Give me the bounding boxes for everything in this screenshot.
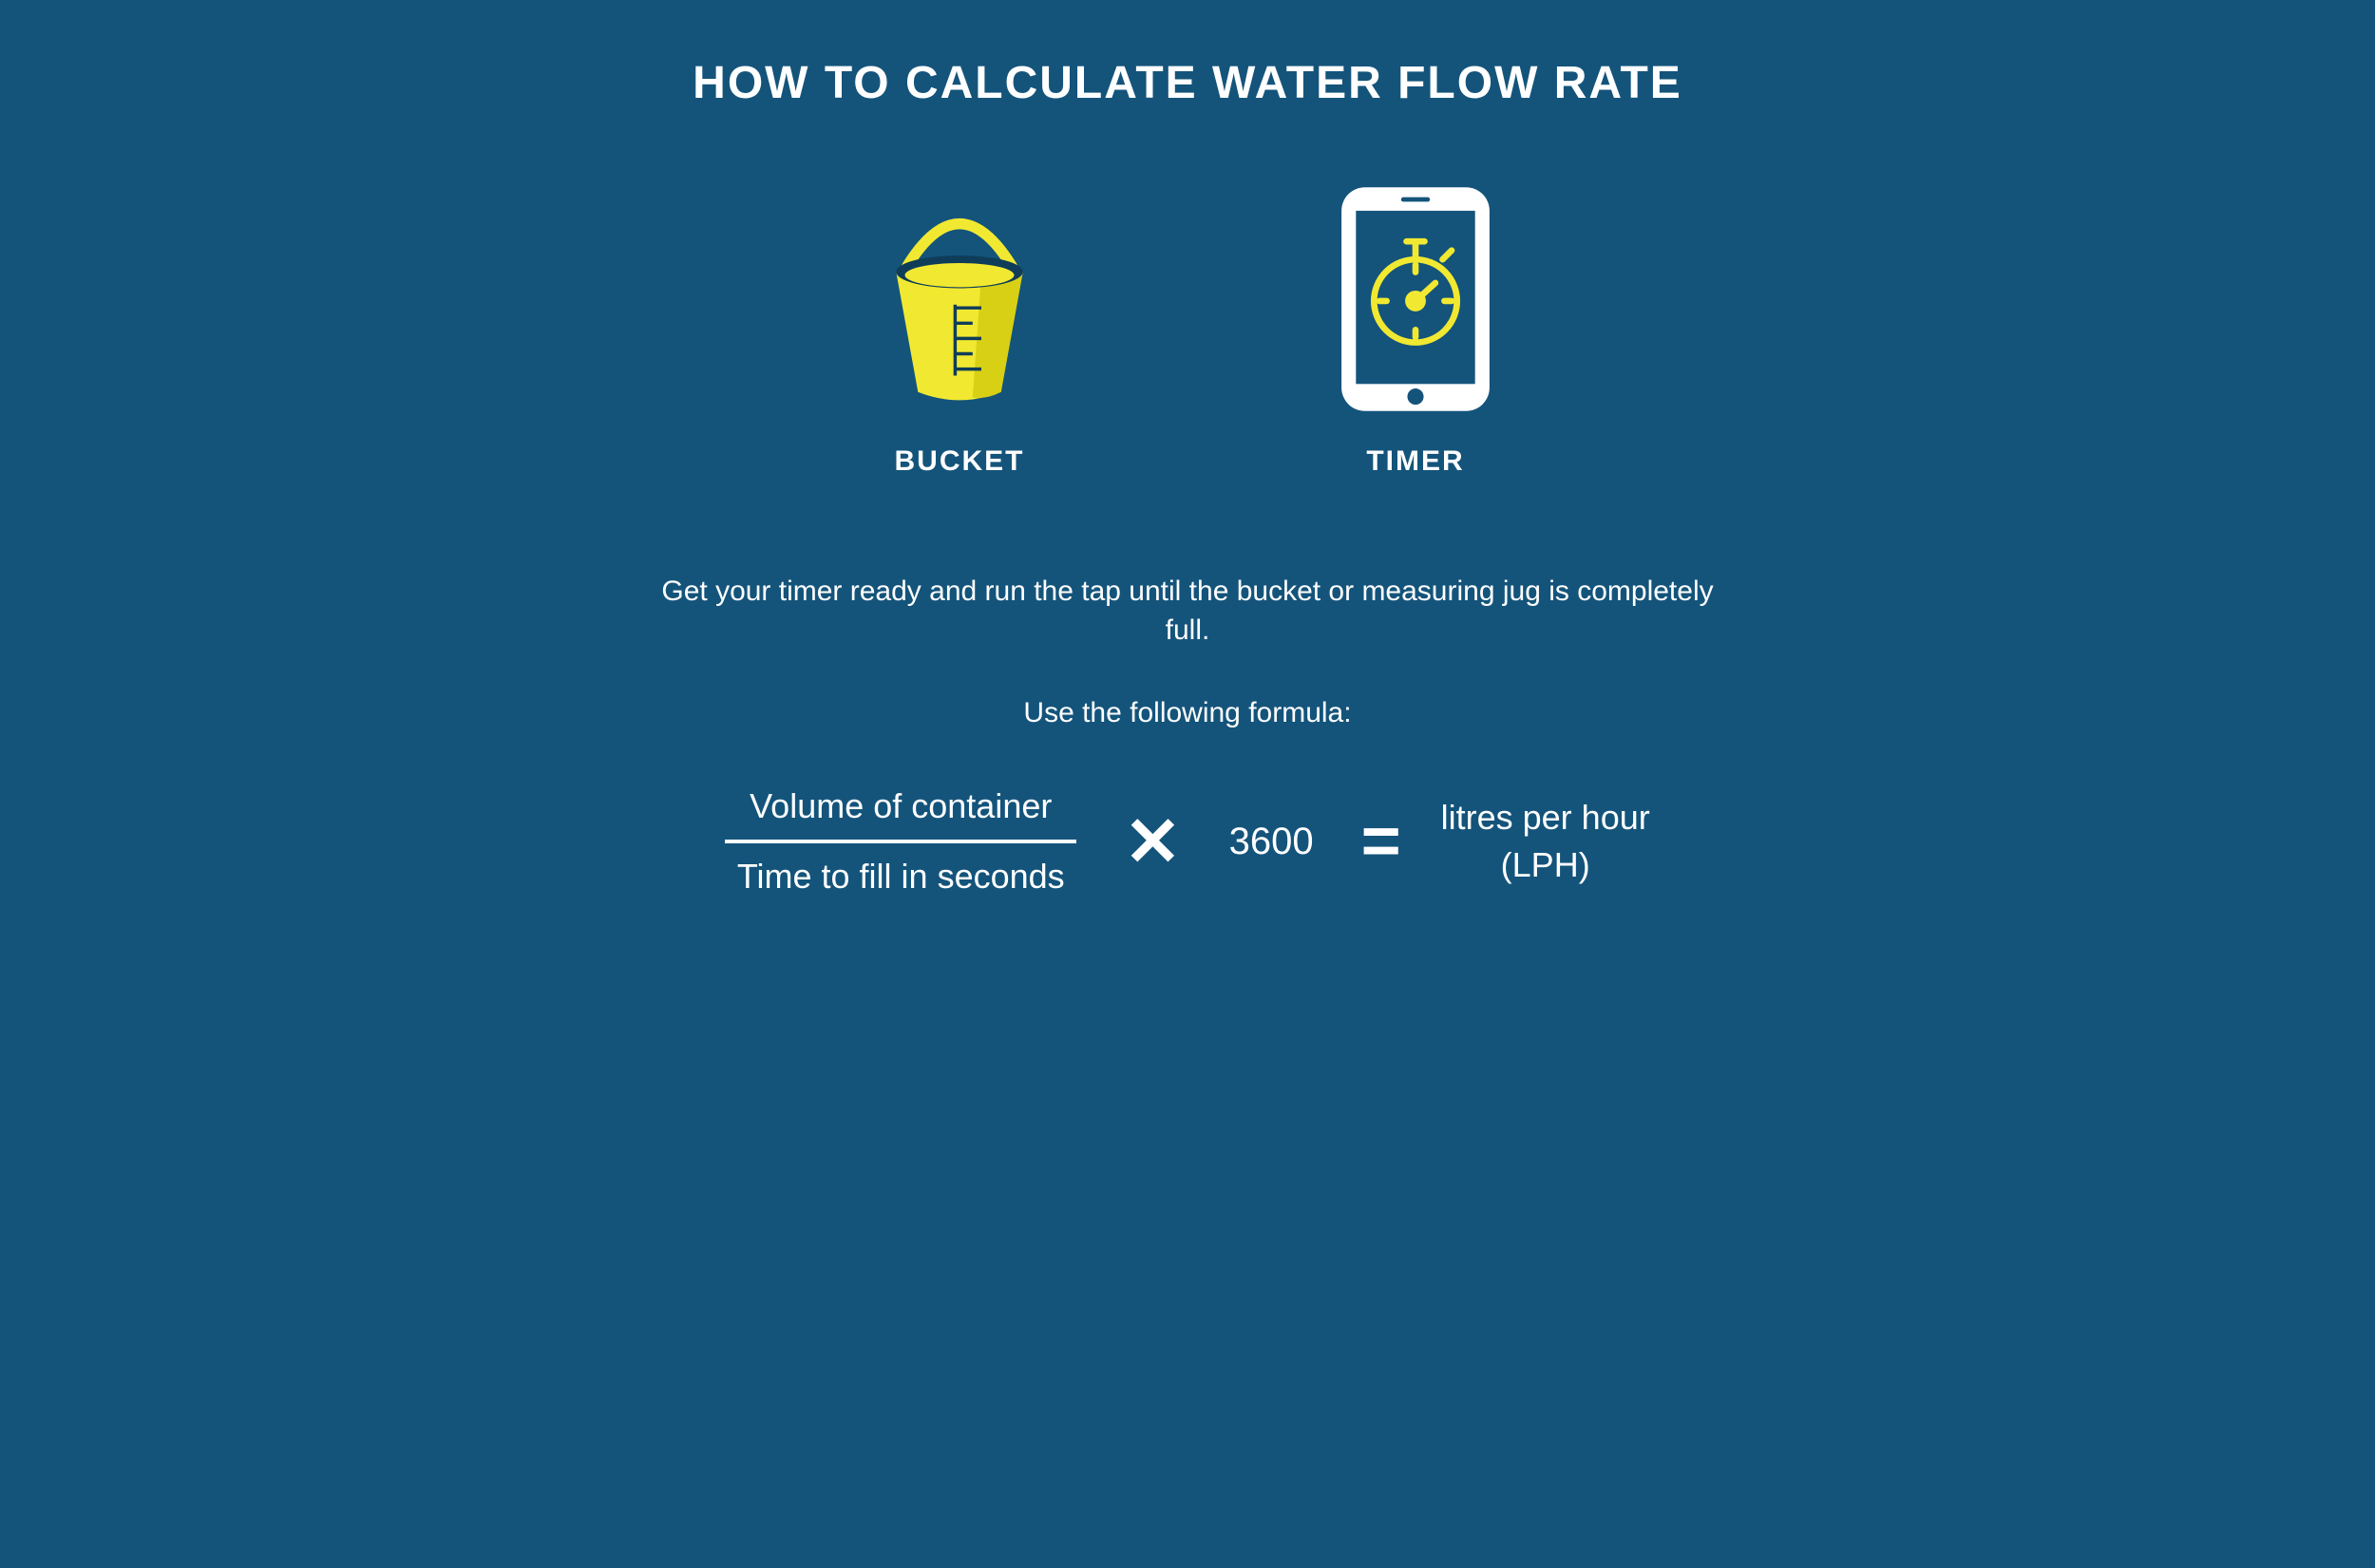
timer-block: TIMER <box>1292 176 1539 478</box>
formula-result: litres per hour (LPH) <box>1441 794 1650 890</box>
bucket-label: BUCKET <box>895 445 1025 478</box>
formula-bar <box>725 840 1076 843</box>
equals-operator: = <box>1361 803 1394 880</box>
formula-denominator: Time to fill in seconds <box>730 847 1073 906</box>
formula-numerator: Volume of container <box>742 777 1059 836</box>
bucket-block: BUCKET <box>836 176 1083 478</box>
result-line1: litres per hour <box>1441 798 1650 837</box>
formula-row: Volume of container Time to fill in seco… <box>76 777 2299 906</box>
page-title: HOW TO CALCULATE WATER FLOW RATE <box>693 57 1682 109</box>
bucket-icon <box>836 176 1083 423</box>
formula-subhead: Use the following formula: <box>1023 697 1351 729</box>
instructions-text: Get your timer ready and run the tap unt… <box>641 573 1734 650</box>
icons-row: BUCKET <box>836 176 1539 478</box>
result-line2: (LPH) <box>1501 845 1590 884</box>
formula-fraction: Volume of container Time to fill in seco… <box>725 777 1076 906</box>
formula-multiplier: 3600 <box>1229 821 1314 863</box>
multiply-operator: ✕ <box>1124 802 1181 881</box>
timer-label: TIMER <box>1366 445 1464 478</box>
timer-phone-icon <box>1292 176 1539 423</box>
